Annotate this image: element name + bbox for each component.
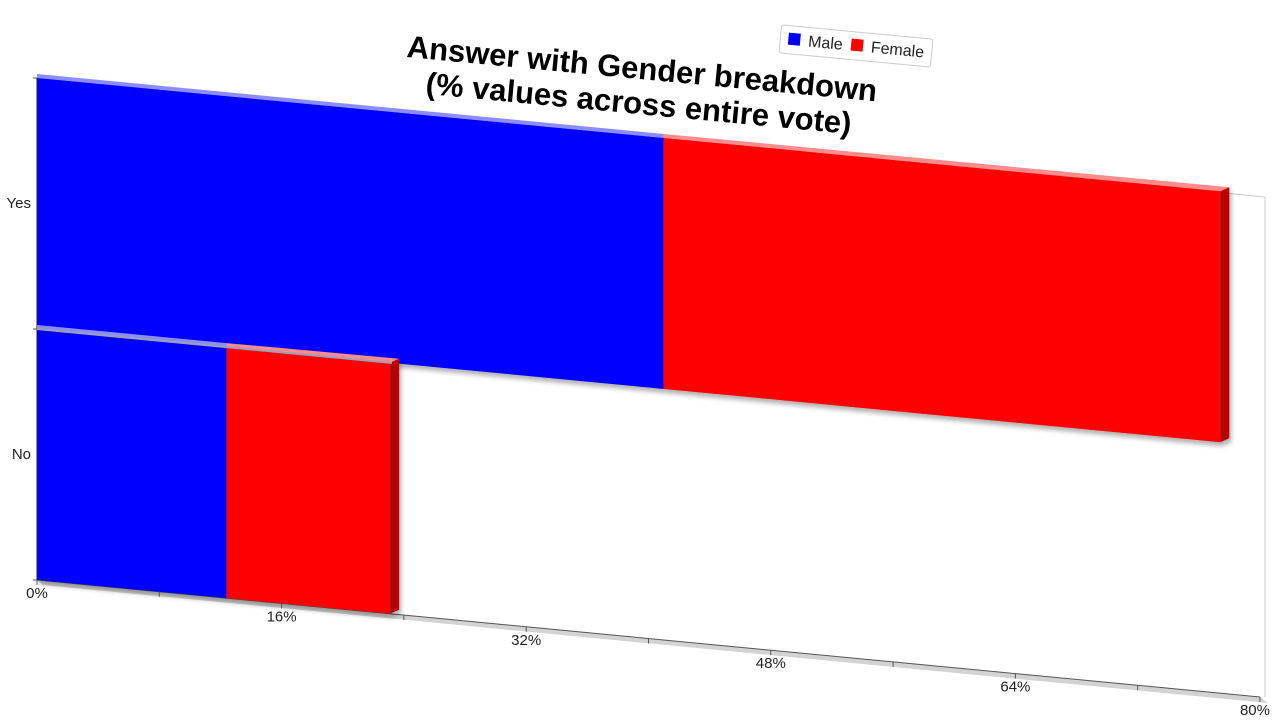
category-label-yes: Yes [7,195,31,212]
bar-no-male-top [37,325,227,348]
bar-no-female-top [226,343,400,363]
x-tick-label: 0% [26,585,48,602]
bar-group-yes [37,74,1230,443]
x-tick-label: 48% [756,655,786,672]
legend-swatch-female [850,38,864,52]
band-divider [36,328,393,364]
bars [36,74,1230,614]
bar-yes-male-top [37,74,664,138]
bar-yes-male [37,78,664,389]
bar-group-no [37,325,400,614]
x-tick-label: 32% [511,632,541,649]
bar-no-female [226,347,391,614]
x-tick-label: 64% [1000,679,1030,696]
legend-swatch-male [787,32,801,46]
legend-label-female: Female [870,39,925,61]
x-tick-label: 16% [267,608,297,625]
bar-no-male [37,329,227,599]
bar-yes-female-side [1220,187,1230,443]
bar-yes-female-top [663,134,1230,192]
bar-yes-female [663,138,1221,443]
legend: Male Female [778,24,934,68]
bar-no-female-side [390,358,400,614]
category-label-no: No [12,446,31,463]
legend-label-male: Male [807,34,843,54]
x-axis-ticks: 0% 16% 32% 48% 64% 80% [26,580,1270,719]
x-tick-label: 80% [1240,702,1270,719]
axis-floor [37,580,1268,703]
